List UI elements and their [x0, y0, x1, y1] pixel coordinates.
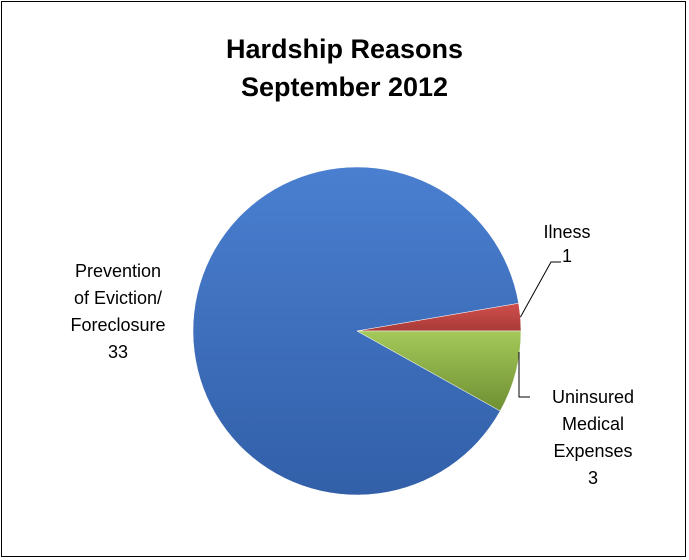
label-ilness-line-1: Ilness — [543, 222, 590, 242]
label-uninsured-medical-expenses-line-3: Expenses — [553, 441, 632, 461]
slice-uninsured-medical-expenses — [356, 330, 522, 412]
label-ilness-line-2: 1 — [562, 246, 572, 266]
leader-line-ilness — [519, 261, 561, 318]
slice-labels: Prevention of Eviction/Foreclosure 33 Ilnes… — [70, 222, 634, 488]
leader-line-uninsured-medical-expenses — [518, 352, 530, 398]
leader-lines — [518, 261, 561, 398]
label-prevention-of-eviction-line-4: 33 — [108, 342, 128, 362]
label-prevention-of-eviction-line-1: Prevention — [75, 261, 161, 281]
label-prevention-of-eviction-line-3: Foreclosure — [70, 315, 165, 335]
chart-title-line-1: Hardship Reasons — [225, 34, 464, 64]
pie-slices — [192, 166, 522, 496]
label-prevention-of-eviction-line-2: of Eviction/ — [74, 288, 162, 308]
chart-title: Hardship Reasons September 2012 — [0, 30, 689, 106]
chart-title-line-2: September 2012 — [240, 72, 449, 102]
label-uninsured-medical-expenses-line-4: 3 — [588, 468, 598, 488]
slice-prevention-of-eviction — [192, 166, 519, 496]
label-uninsured-medical-expenses-line-2: Medical — [562, 414, 624, 434]
label-uninsured-medical-expenses-line-1: Uninsured — [552, 387, 634, 407]
